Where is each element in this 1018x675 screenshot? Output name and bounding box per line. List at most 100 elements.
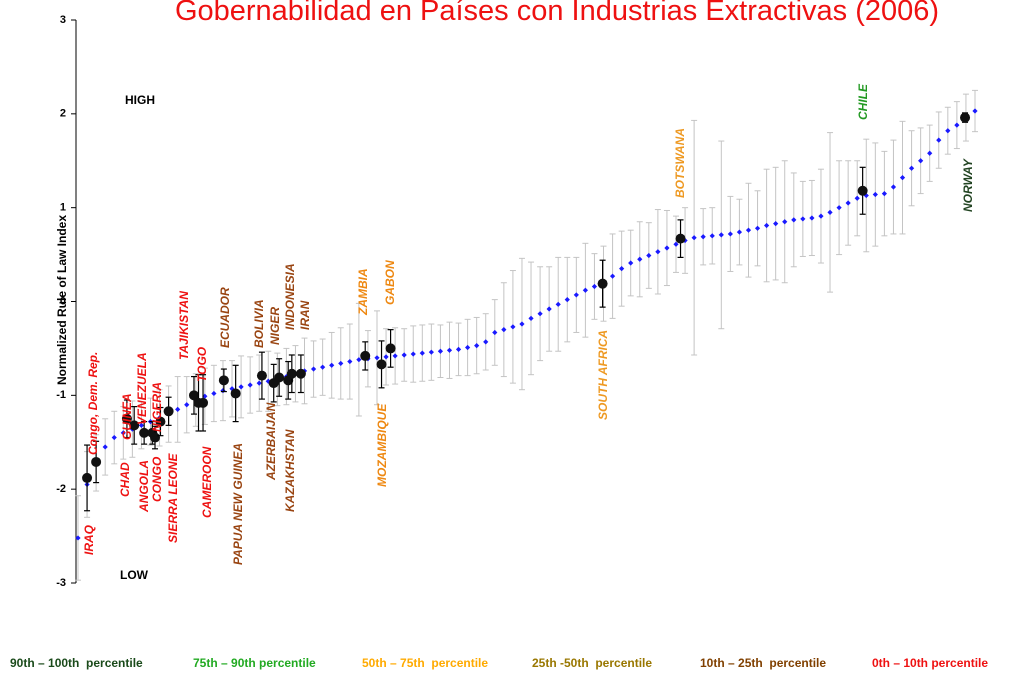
country-point: [121, 413, 132, 424]
country-label: TOGO: [195, 346, 209, 382]
country-point: [295, 368, 306, 379]
y-tick-label: 3: [60, 14, 66, 26]
point: [564, 297, 570, 303]
point: [419, 350, 425, 356]
point: [238, 384, 244, 390]
country-label: AZERBAIJAN: [264, 402, 278, 481]
point: [899, 175, 906, 181]
point: [718, 232, 724, 238]
country-label: Congo, Dem. Rep.: [86, 352, 100, 455]
point: [138, 422, 145, 428]
country-point: [675, 233, 686, 244]
country-label: ECUADOR: [218, 287, 232, 348]
point: [764, 222, 770, 229]
point: [836, 205, 842, 211]
country-label: SIERRA LEONE: [166, 452, 180, 543]
country-point: [857, 185, 868, 196]
point: [455, 346, 462, 352]
point: [745, 227, 752, 233]
point: [392, 353, 398, 359]
point: [773, 221, 779, 227]
country-label: CAMEROON: [200, 446, 214, 518]
point: [890, 184, 897, 190]
country-point: [218, 375, 229, 386]
point: [401, 352, 407, 358]
y-tick-label: -3: [56, 577, 66, 589]
point: [437, 348, 444, 354]
point: [501, 327, 507, 333]
country-label: NIGERIA: [150, 382, 164, 432]
country-label: TAJIKISTAN: [177, 291, 191, 360]
country-point: [286, 368, 297, 379]
legend-entry: 90th – 100th percentile: [10, 656, 143, 670]
point: [320, 364, 326, 370]
country-label: NIGER: [268, 307, 282, 345]
country-point: [360, 350, 371, 361]
country-label: ANGOLA: [137, 460, 151, 513]
country-label: IRAN: [298, 300, 312, 330]
point: [664, 245, 670, 251]
point: [519, 321, 525, 327]
point: [310, 366, 317, 372]
y-axis-label: Normalized Rule of Law Index: [55, 215, 69, 385]
legend-entry: 0th – 10th percentile: [872, 656, 988, 670]
point: [573, 292, 579, 298]
point: [356, 357, 362, 363]
point: [736, 229, 743, 235]
point: [782, 219, 788, 225]
y-tick-label: -2: [56, 483, 66, 495]
country-label: SOUTH AFRICA: [596, 330, 610, 420]
country-label: CHILE: [856, 83, 870, 120]
point: [111, 434, 117, 441]
legend-entry: 75th – 90th percentile: [193, 656, 316, 670]
point: [619, 266, 625, 272]
legend-entry: 50th – 75th percentile: [362, 656, 488, 670]
country-point: [256, 370, 267, 381]
point: [329, 362, 335, 368]
point: [727, 231, 733, 237]
country-point: [129, 420, 140, 431]
point: [646, 252, 652, 259]
country-label: MOZAMBIQUE: [375, 403, 389, 487]
point: [211, 390, 217, 397]
point: [918, 158, 924, 164]
country-point: [155, 416, 166, 427]
annotation: HIGH: [125, 93, 155, 107]
y-tick-label: 0: [60, 295, 66, 307]
country-label: GUINEA: [120, 393, 134, 440]
country-label: KAZAKHSTAN: [283, 429, 297, 512]
country-point: [139, 427, 150, 438]
point: [881, 190, 887, 197]
country-label: INDONESIA: [283, 263, 297, 330]
point: [102, 444, 108, 450]
point: [474, 343, 480, 349]
point: [709, 233, 715, 239]
point: [465, 344, 471, 351]
annotation: LOW: [120, 568, 149, 582]
point: [854, 195, 860, 201]
point: [673, 241, 679, 247]
point: [75, 535, 81, 541]
point: [637, 256, 643, 262]
point: [546, 306, 552, 312]
point: [410, 351, 416, 357]
country-label: VENEZUELA: [135, 352, 149, 425]
country-point: [274, 372, 285, 383]
point: [383, 354, 389, 360]
point: [936, 137, 942, 143]
country-label: IRAQ: [82, 524, 96, 555]
point: [120, 430, 126, 436]
point: [845, 200, 851, 206]
country-label: NORWAY: [961, 158, 975, 212]
country-point: [230, 388, 241, 399]
point: [510, 324, 516, 330]
point: [347, 358, 353, 365]
point: [800, 216, 806, 222]
point: [691, 235, 697, 241]
point: [655, 249, 661, 255]
point: [582, 287, 588, 293]
country-point: [198, 397, 209, 408]
point: [791, 217, 797, 223]
point: [609, 273, 616, 279]
